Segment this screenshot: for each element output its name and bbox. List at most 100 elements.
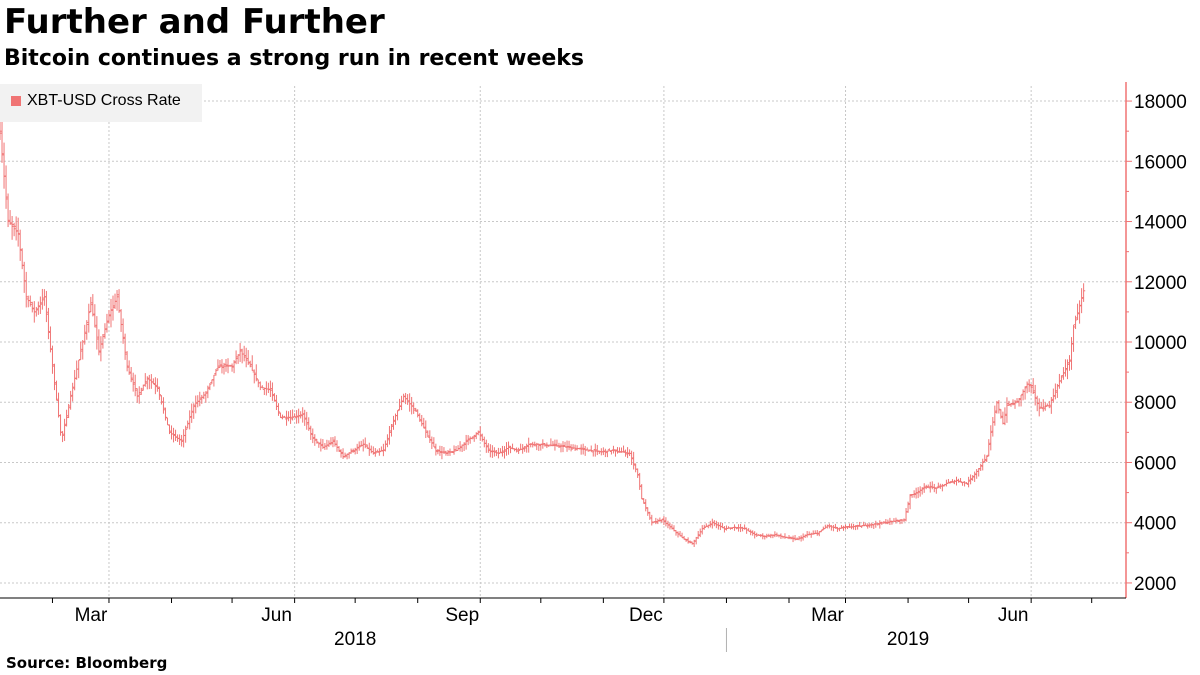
- ohlc-bar: [367, 442, 371, 456]
- ohlc-bar: [843, 524, 848, 530]
- ohlc-bar: [492, 447, 496, 457]
- ohlc-bar: [615, 447, 620, 454]
- ohlc-bar: [815, 530, 819, 536]
- ohlc-bar: [559, 443, 563, 453]
- ohlc-bar: [496, 447, 501, 459]
- ohlc-bar: [430, 436, 434, 450]
- ohlc-bar: [973, 471, 977, 482]
- ohlc-bar: [131, 372, 135, 392]
- ohlc-bar: [771, 534, 775, 539]
- ohlc-bar: [85, 320, 89, 340]
- ohlc-bar: [882, 521, 886, 524]
- ohlc-bar: [414, 407, 418, 412]
- ohlc-bar: [97, 329, 101, 356]
- ohlc-bar: [545, 442, 549, 449]
- ohlc-bar: [89, 296, 93, 313]
- ohlc-bar: [829, 525, 833, 531]
- ohlc-bar: [700, 525, 704, 535]
- ohlc-bar: [537, 443, 541, 451]
- ohlc-bar: [569, 444, 573, 452]
- ohlc-bar: [924, 484, 928, 490]
- ohlc-bar: [688, 540, 692, 544]
- ohlc-bar: [892, 518, 896, 522]
- ohlc-bar: [486, 443, 490, 453]
- ohlc-bar: [377, 448, 381, 456]
- ohlc-bar: [577, 447, 581, 450]
- ohlc-bar: [484, 439, 488, 453]
- ohlc-bar: [83, 324, 87, 345]
- y-tick-label: 14000: [1134, 213, 1187, 234]
- chart-title: Further and Further: [4, 2, 385, 42]
- ohlc-bar: [375, 449, 379, 453]
- ohlc-bar: [839, 525, 844, 529]
- ohlc-bar: [989, 425, 993, 451]
- ohlc-bar: [787, 535, 791, 540]
- ohlc-bar: [75, 360, 79, 380]
- ohlc-bar: [218, 360, 222, 369]
- ohlc-bar: [987, 439, 991, 457]
- ohlc-bar: [101, 334, 105, 349]
- ohlc-bar: [24, 271, 28, 308]
- ohlc-bar: [856, 524, 860, 530]
- ohlc-bar: [682, 535, 686, 540]
- x-year-label: 2019: [887, 629, 929, 650]
- ohlc-bar: [636, 468, 640, 478]
- y-tick-label: 16000: [1134, 152, 1187, 173]
- ohlc-bar: [579, 444, 583, 455]
- ohlc-bar: [34, 306, 38, 317]
- ohlc-bar: [337, 446, 341, 452]
- ohlc-bar: [969, 474, 973, 485]
- ohlc-bar: [642, 498, 646, 504]
- ohlc-bar: [458, 441, 462, 452]
- chart-subtitle: Bitcoin continues a strong run in recent…: [4, 46, 585, 71]
- ohlc-bar: [658, 517, 662, 522]
- ohlc-bar: [1080, 288, 1084, 314]
- ohlc-bar: [335, 440, 339, 452]
- ohlc-bar: [123, 333, 127, 360]
- ohlc-bar: [607, 448, 612, 452]
- ohlc-bar: [192, 403, 196, 419]
- ohlc-bar: [506, 441, 511, 455]
- ohlc-bar: [1071, 324, 1076, 352]
- y-tick-label: 2000: [1134, 574, 1176, 595]
- ohlc-bar: [256, 379, 260, 388]
- ohlc-bar: [1051, 388, 1055, 403]
- ohlc-bar: [69, 390, 73, 410]
- ohlc-bar: [811, 530, 815, 535]
- ohlc-bar: [696, 531, 700, 539]
- ohlc-bar: [381, 443, 386, 457]
- ohlc-bar: [500, 445, 505, 457]
- ohlc-bar: [165, 417, 170, 426]
- ohlc-bar: [272, 393, 277, 402]
- ohlc-bar: [872, 523, 876, 529]
- ohlc-bar: [1047, 400, 1051, 409]
- ohlc-bar: [928, 481, 932, 493]
- ohlc-bar: [991, 417, 995, 437]
- ohlc-bar: [967, 476, 971, 488]
- ohlc-bar: [634, 463, 638, 473]
- ohlc-bar: [369, 445, 373, 454]
- ohlc-bar: [270, 382, 275, 401]
- ohlc-bar: [1029, 384, 1033, 394]
- ohlc-bar: [1015, 398, 1019, 403]
- ohlc-bar: [601, 447, 605, 456]
- ohlc-bar: [424, 420, 428, 439]
- ohlc-bar: [1069, 337, 1074, 370]
- ohlc-bar: [282, 415, 287, 418]
- ohlc-bar: [56, 392, 61, 418]
- ohlc-bar: [379, 446, 383, 452]
- ohlc-bar: [52, 363, 57, 391]
- ohlc-bar: [652, 521, 656, 523]
- ohlc-bar: [638, 472, 642, 490]
- ohlc-bar: [557, 442, 561, 448]
- ohlc-bar: [297, 408, 301, 424]
- ohlc-bar: [1037, 398, 1041, 417]
- ohlc-bar: [543, 442, 547, 447]
- ohlc-bar: [266, 382, 270, 394]
- ohlc-bar: [163, 407, 168, 421]
- ohlc-bar: [373, 448, 377, 457]
- ohlc-bar: [553, 439, 557, 451]
- ohlc-bar: [12, 222, 16, 237]
- x-year-label: 2018: [334, 629, 376, 650]
